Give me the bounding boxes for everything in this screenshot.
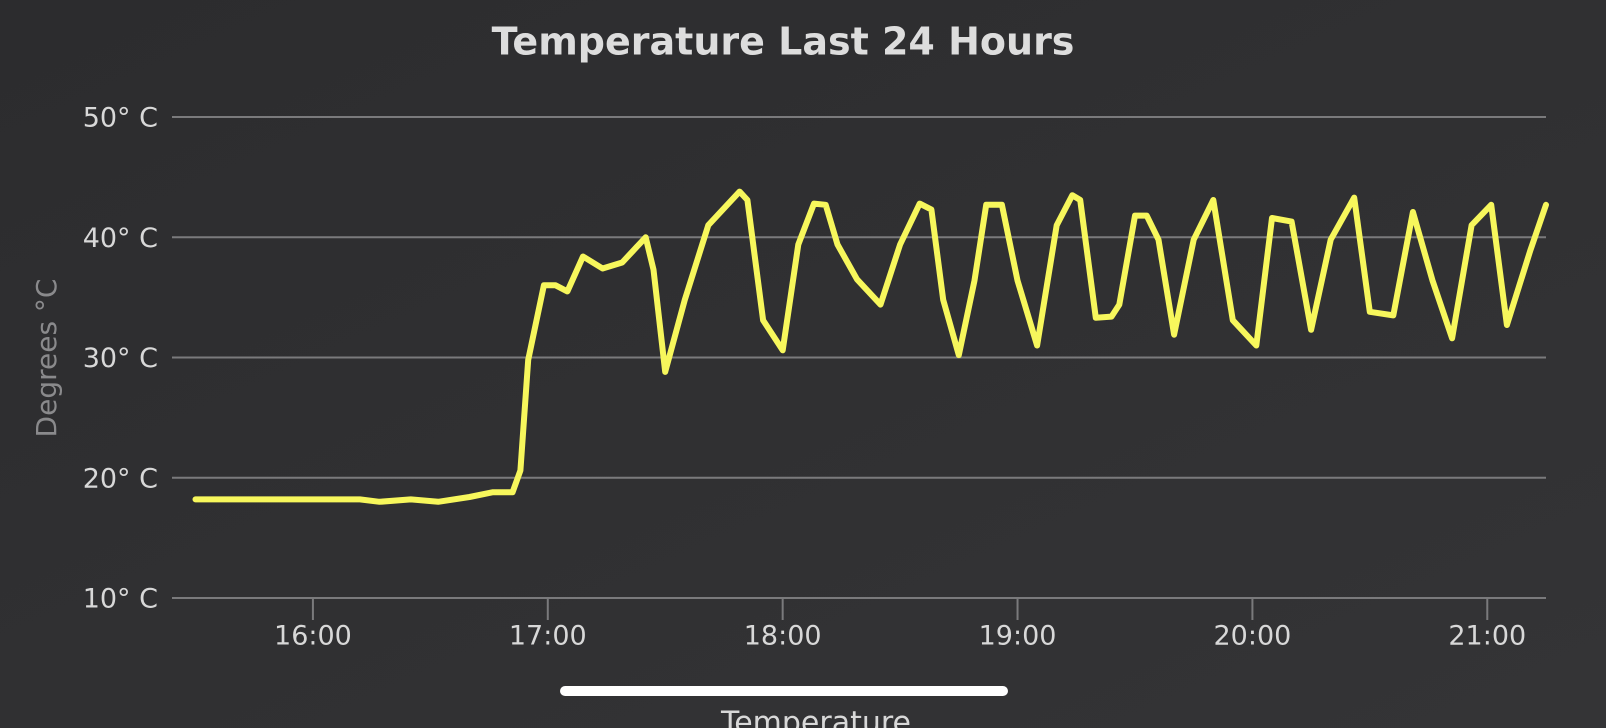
x-tick-label: 18:00 <box>744 621 822 652</box>
x-tick-label: 19:00 <box>979 621 1057 652</box>
y-tick-label: 20° C <box>83 463 158 494</box>
chart-title: Temperature Last 24 Hours <box>492 20 1075 64</box>
y-axis-label: Degrees °C <box>30 279 63 438</box>
y-tick-label: 10° C <box>83 584 158 615</box>
x-tick-label: 20:00 <box>1214 621 1292 652</box>
x-tick-label: 21:00 <box>1448 621 1526 652</box>
legend-label: Temperature <box>720 706 911 728</box>
home-indicator <box>560 686 1008 696</box>
line-series <box>192 188 1549 505</box>
y-tick-label: 40° C <box>83 223 158 254</box>
y-tick-label: 30° C <box>83 343 158 374</box>
x-tick-label: 17:00 <box>509 621 587 652</box>
y-tick-label: 50° C <box>83 103 158 134</box>
x-tick-label: 16:00 <box>274 621 352 652</box>
